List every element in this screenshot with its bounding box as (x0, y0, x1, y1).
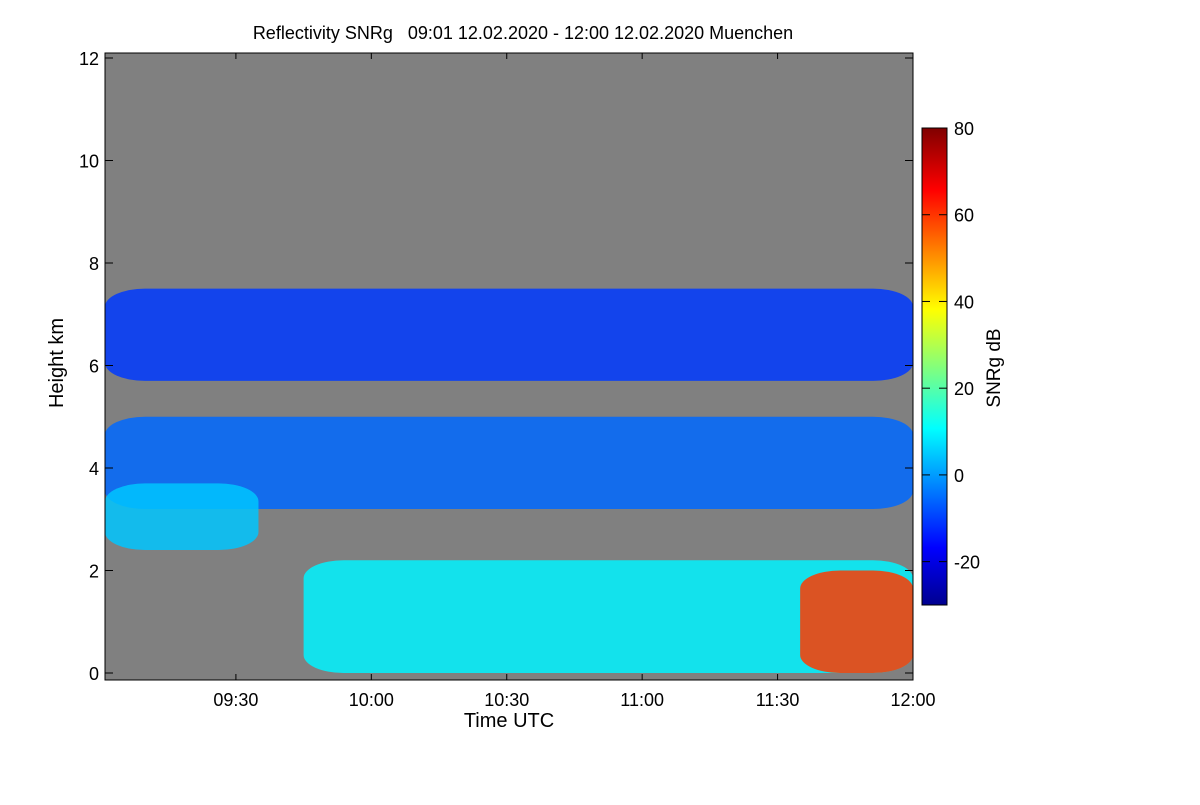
y-tick-label: 8 (89, 254, 99, 274)
colorbar-gradient (921, 127, 948, 606)
colorbar-tick-label: 20 (954, 379, 974, 399)
x-tick-label: 12:00 (890, 690, 935, 710)
y-tick-label: 10 (79, 152, 99, 172)
y-tick-label: 12 (79, 49, 99, 69)
y-tick-label: 0 (89, 664, 99, 684)
cloud-region (105, 288, 913, 381)
cloud-region (800, 570, 913, 673)
x-tick-label: 11:30 (756, 690, 800, 710)
colorbar-tick-label: -20 (954, 553, 980, 573)
plot-frame (104, 52, 914, 681)
x-axis: 09:30 10:00 10:30 11:00 11:30 12:00 (213, 53, 936, 710)
x-tick-label: 10:30 (484, 690, 529, 710)
colorbar-ticks: -20 0 20 40 60 80 (922, 119, 980, 573)
y-tick-label: 6 (89, 357, 99, 377)
chart-title: Reflectivity SNRg 09:01 12.02.2020 - 12:… (253, 23, 793, 43)
cloud-echoes (105, 288, 914, 673)
colorbar-tick-label: 40 (954, 292, 974, 312)
y-tick-label: 2 (89, 562, 99, 582)
x-tick-label: 11:00 (620, 690, 664, 710)
y-tick-label: 4 (89, 459, 99, 479)
colorbar: -20 0 20 40 60 80 SNRg dB (921, 119, 1005, 606)
y-axis-label: Height km (46, 318, 68, 408)
x-tick-label: 09:30 (213, 690, 258, 710)
cloud-region (105, 416, 913, 509)
colorbar-tick-label: 0 (954, 466, 964, 486)
x-tick-label: 10:00 (349, 690, 394, 710)
cloud-region (303, 560, 914, 673)
y-axis: 0 2 4 6 8 10 12 (79, 49, 913, 684)
colorbar-tick-label: 80 (954, 119, 974, 139)
cloud-region (105, 483, 259, 550)
colorbar-label: SNRg dB (984, 328, 1005, 407)
x-axis-label: Time UTC (464, 710, 554, 732)
plot-area (104, 52, 914, 681)
colorbar-tick-label: 60 (954, 206, 974, 226)
